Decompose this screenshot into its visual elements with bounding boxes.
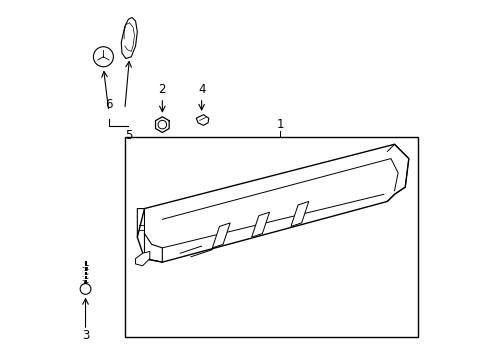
Circle shape — [158, 120, 166, 129]
Circle shape — [93, 47, 113, 67]
Text: 2: 2 — [158, 83, 166, 96]
Bar — [124, 137, 417, 337]
Polygon shape — [290, 202, 308, 226]
Text: 5: 5 — [124, 129, 132, 142]
Text: 4: 4 — [198, 83, 205, 96]
Circle shape — [80, 284, 91, 294]
Text: 1: 1 — [276, 118, 284, 131]
Polygon shape — [212, 223, 230, 248]
Polygon shape — [121, 18, 137, 59]
Polygon shape — [251, 212, 269, 237]
Text: 3: 3 — [81, 329, 89, 342]
Text: 6: 6 — [105, 99, 112, 112]
Polygon shape — [135, 251, 149, 266]
Polygon shape — [196, 114, 208, 125]
Polygon shape — [137, 144, 408, 262]
